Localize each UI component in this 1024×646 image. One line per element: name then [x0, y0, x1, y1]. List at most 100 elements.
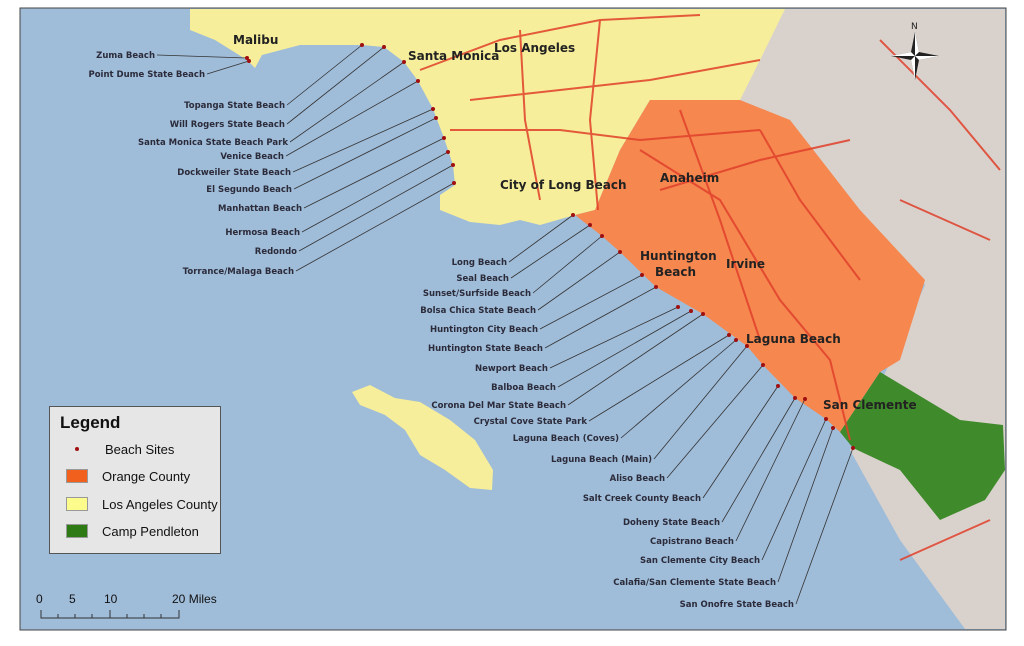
beach-site-point[interactable] — [793, 396, 797, 400]
beach-site-label: San Onofre State Beach — [680, 600, 794, 610]
leader-line — [557, 310, 692, 388]
beach-site-point[interactable] — [588, 223, 592, 227]
leader-line — [666, 364, 764, 479]
beach-site-label: Topanga State Beach — [184, 101, 285, 111]
leader-line — [588, 334, 730, 422]
beach-site-point[interactable] — [360, 43, 364, 47]
leader-line — [620, 339, 737, 439]
beach-site-point[interactable] — [701, 312, 705, 316]
orange-swatch — [66, 469, 88, 483]
beach-site-point[interactable] — [689, 309, 693, 313]
city-label-anaheim: Anaheim — [660, 171, 719, 185]
beach-site-point[interactable] — [654, 285, 658, 289]
leader-line — [544, 286, 657, 349]
beach-site-label: Seal Beach — [456, 274, 509, 284]
yellow-swatch — [66, 497, 88, 511]
beach-site-point[interactable] — [761, 363, 765, 367]
beach-site-label: Manhattan Beach — [218, 204, 302, 214]
los-angeles-county — [190, 9, 785, 225]
beach-site-point[interactable] — [727, 333, 731, 337]
beach-site-point[interactable] — [416, 79, 420, 83]
beach-site-point[interactable] — [745, 344, 749, 348]
beach-site-point[interactable] — [824, 417, 828, 421]
legend-item-camp-pendleton: Camp Pendleton — [50, 522, 199, 540]
legend-title: Legend — [60, 413, 121, 432]
leader-line — [293, 117, 437, 190]
city-label-san-clemente: San Clemente — [823, 398, 917, 412]
scale-tick-5: 5 — [69, 592, 76, 606]
city-label-santa-monica: Santa Monica — [408, 49, 499, 63]
beach-site-label: Aliso Beach — [610, 474, 665, 484]
leader-line — [286, 44, 363, 106]
leader-line — [156, 54, 248, 59]
beach-site-point[interactable] — [803, 397, 807, 401]
leader-line — [286, 46, 385, 125]
beach-site-label: Dockweiler State Beach — [177, 168, 291, 178]
beach-site-point[interactable] — [851, 446, 855, 450]
leader-line — [292, 108, 434, 173]
scale-bar-ruler — [40, 610, 180, 619]
beach-site-point[interactable] — [640, 273, 644, 277]
beach-site-point[interactable] — [831, 426, 835, 430]
beach-site-points — [245, 43, 855, 450]
beach-site-label: Santa Monica State Beach Park — [138, 138, 288, 148]
legend: Legend Beach Sites Orange County Los Ang… — [49, 406, 221, 554]
beach-site-point[interactable] — [434, 116, 438, 120]
beach-site-label: Corona Del Mar State Beach — [431, 401, 566, 411]
leader-line — [721, 397, 796, 523]
city-label-los-angeles: Los Angeles — [494, 41, 575, 55]
beach-site-label: Laguna Beach (Coves) — [513, 434, 619, 444]
leader-line — [301, 151, 449, 233]
legend-item-orange-county: Orange County — [50, 467, 190, 485]
city-label-huntington-beach: Huntington — [640, 249, 717, 263]
beach-site-point[interactable] — [452, 181, 456, 185]
leader-line — [795, 447, 854, 605]
catalina-island — [352, 385, 493, 490]
beach-site-point[interactable] — [776, 384, 780, 388]
city-label-malibu: Malibu — [233, 33, 278, 47]
leader-line — [289, 61, 405, 143]
beach-site-point[interactable] — [734, 338, 738, 342]
beach-site-label: Huntington City Beach — [430, 325, 538, 335]
beach-site-label: Calafia/San Clemente State Beach — [613, 578, 776, 588]
leader-line — [532, 235, 603, 294]
beach-site-label: Newport Beach — [475, 364, 548, 374]
city-label-irvine: Irvine — [726, 257, 765, 271]
camp-pendleton — [840, 372, 1005, 520]
beach-site-point[interactable] — [442, 136, 446, 140]
city-labels: Malibu Santa Monica Los Angeles City of … — [233, 33, 917, 412]
beach-site-point[interactable] — [402, 60, 406, 64]
beach-site-label: Capistrano Beach — [650, 537, 734, 547]
beach-site-point[interactable] — [382, 45, 386, 49]
leader-line — [567, 313, 704, 406]
beach-site-label: Torrance/Malaga Beach — [183, 267, 294, 277]
scale-tick-10: 10 — [104, 592, 118, 606]
legend-label: Beach Sites — [105, 441, 175, 457]
beach-site-point[interactable] — [600, 234, 604, 238]
leader-line — [702, 385, 779, 499]
beach-site-point[interactable] — [676, 305, 680, 309]
orange-county — [575, 100, 925, 432]
beach-site-label: Doheny State Beach — [623, 518, 720, 528]
leader-line — [303, 137, 445, 209]
beach-site-point[interactable] — [451, 163, 455, 167]
beach-site-point[interactable] — [247, 59, 251, 63]
beach-site-label: Huntington State Beach — [428, 344, 543, 354]
leader-line — [285, 80, 419, 157]
leader-line — [206, 60, 250, 75]
beach-site-label: Crystal Cove State Park — [474, 417, 588, 427]
beach-site-point[interactable] — [431, 107, 435, 111]
beach-site-label: Long Beach — [452, 258, 507, 268]
leader-line — [539, 274, 643, 330]
green-swatch — [66, 524, 88, 538]
beach-site-label: Salt Creek County Beach — [583, 494, 701, 504]
beach-site-point[interactable] — [618, 250, 622, 254]
beach-site-point[interactable] — [571, 213, 575, 217]
city-label-long-beach: City of Long Beach — [500, 178, 627, 192]
beach-site-point[interactable] — [446, 150, 450, 154]
leader-line — [761, 418, 827, 561]
leader-line — [295, 182, 455, 272]
beach-site-label: Sunset/Surfside Beach — [423, 289, 531, 299]
beach-site-point[interactable] — [245, 56, 249, 60]
leader-line — [653, 345, 748, 460]
